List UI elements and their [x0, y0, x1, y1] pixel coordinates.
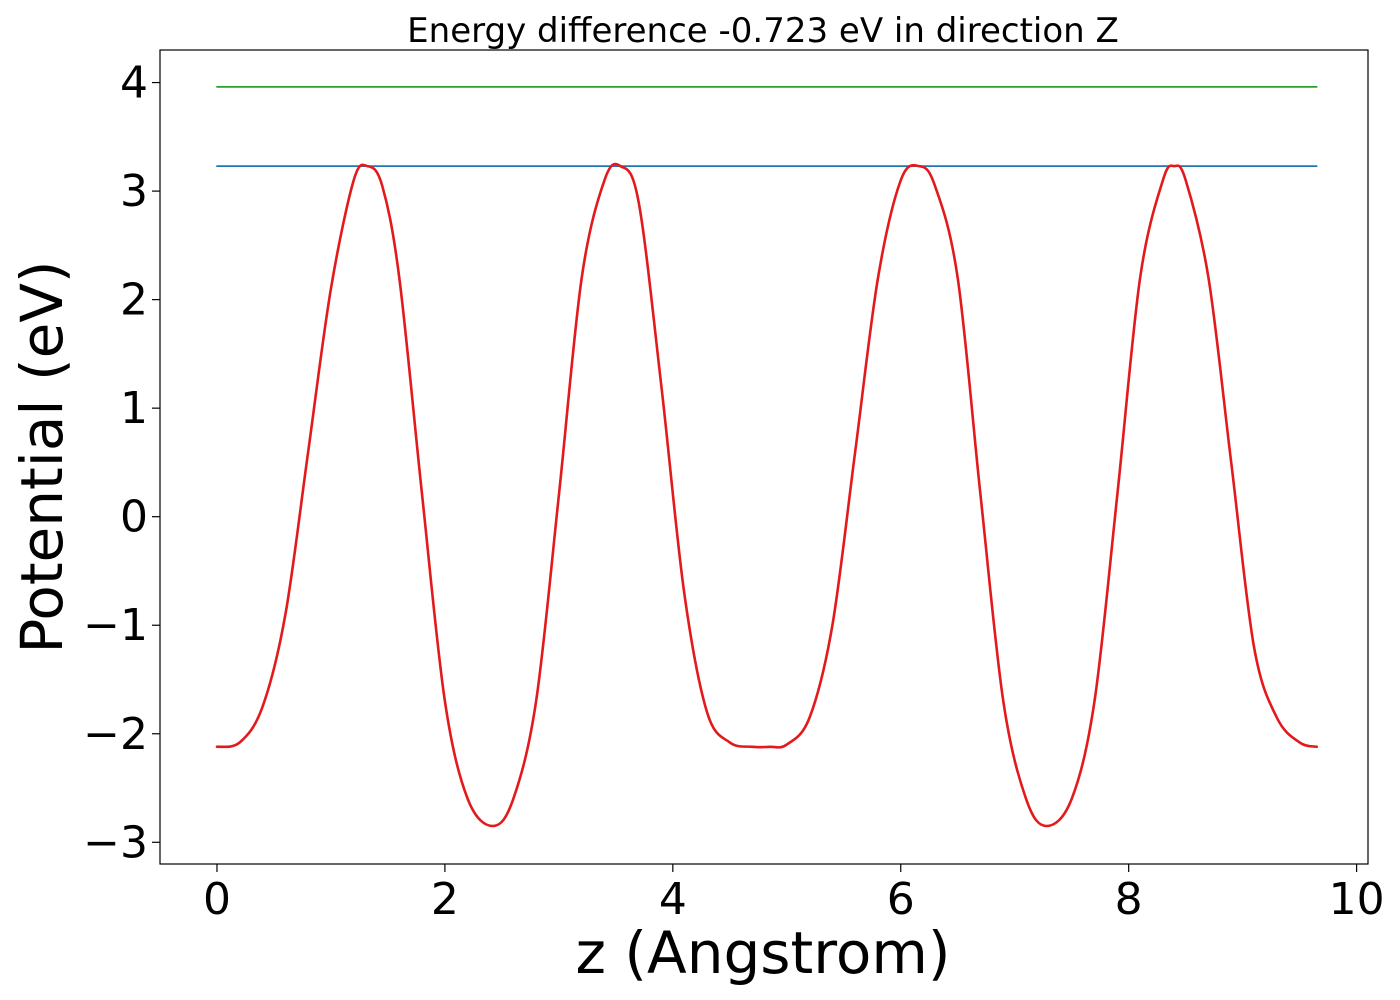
y-tick-label: −3: [83, 817, 148, 868]
y-tick-label: 1: [120, 383, 148, 434]
x-tick-label: 0: [203, 874, 231, 925]
y-axis-label: Potential (eV): [8, 260, 76, 653]
plot-frame: [159, 49, 1369, 865]
ticks-layer: 0 2 4 6 8 10 −3 −2 −1 0 1 2 3 4: [83, 58, 1384, 925]
x-tick-label: 4: [659, 874, 687, 925]
y-tick-label: 0: [120, 492, 148, 543]
y-tick-label: −2: [83, 709, 148, 760]
series-layer: [215, 86, 1318, 828]
x-tick-label: 6: [887, 874, 915, 925]
x-tick-label: 10: [1329, 874, 1385, 925]
y-tick-label: −1: [83, 600, 148, 651]
x-tick-label: 8: [1115, 874, 1143, 925]
y-tick-label: 2: [120, 275, 148, 326]
x-tick-label: 2: [431, 874, 459, 925]
y-tick-label: 4: [120, 58, 148, 109]
y-tick-label: 3: [120, 166, 148, 217]
potential-curve: [215, 162, 1318, 828]
chart-title: Energy difference -0.723 eV in direction…: [407, 11, 1119, 51]
x-axis-label: z (Angstrom): [576, 919, 951, 987]
